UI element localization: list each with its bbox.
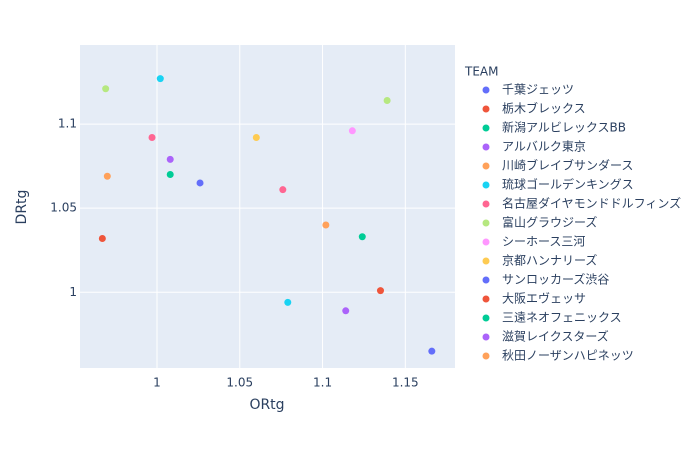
x-tick-label: 1.1 (313, 376, 332, 390)
points (98, 75, 436, 355)
legend-marker (482, 219, 490, 227)
legend-marker (482, 314, 490, 322)
legend-title: TEAM (464, 65, 498, 79)
legend-label: 川崎ブレイブサンダース (502, 158, 633, 173)
legend-marker (482, 295, 490, 303)
legend-label: 琉球ゴールデンキングス (502, 177, 634, 192)
point (156, 75, 164, 83)
plot-background (80, 45, 455, 368)
legend-marker (482, 105, 490, 113)
legend-label: 千葉ジェッツ (502, 83, 574, 97)
point (348, 127, 356, 135)
legend-marker (482, 181, 490, 189)
point (358, 233, 366, 241)
legend-marker (482, 124, 490, 132)
legend-marker (482, 238, 490, 246)
legend-label: 富山グラウジーズ (502, 215, 597, 230)
legend-label: 滋賀レイクスターズ (502, 329, 609, 344)
legend-label: 名古屋ダイヤモンドドルフィンズ (502, 196, 681, 211)
legend-label: 京都ハンナリーズ (502, 253, 597, 268)
point (322, 221, 330, 229)
legend-label: アルバルク東京 (502, 140, 586, 154)
point (383, 97, 391, 105)
point (103, 172, 111, 180)
legend-label: シーホース三河 (502, 235, 585, 249)
legend-label: サンロッカーズ渋谷 (502, 272, 609, 287)
point (376, 287, 384, 295)
point (166, 171, 174, 179)
point (342, 307, 350, 315)
point (279, 186, 287, 194)
grid (80, 45, 455, 368)
legend-marker (482, 86, 490, 94)
legend-label: 大阪エヴェッサ (502, 291, 586, 306)
legend-marker (482, 257, 490, 265)
x-tick-label: 1.15 (392, 376, 419, 390)
point (148, 134, 156, 142)
y-axis-title: DRtg (14, 190, 30, 225)
point (196, 179, 204, 187)
legend-marker (482, 276, 490, 284)
y-tick-label: 1.1 (58, 117, 77, 131)
legend-label: 新潟アルビレックスBB (502, 120, 626, 135)
legend-label: 秋田ノーザンハピネッツ (502, 349, 634, 363)
point (252, 134, 260, 142)
x-tick-label: 1.05 (226, 376, 253, 390)
legend-label: 栃木ブレックス (502, 101, 586, 116)
y-tick-label: 1.05 (50, 201, 77, 215)
point (284, 298, 292, 306)
point (102, 85, 110, 93)
y-tick-label: 1 (69, 285, 77, 299)
x-axis-title: ORtg (249, 397, 284, 413)
point (98, 234, 106, 242)
point (428, 347, 436, 355)
legend-marker (482, 200, 490, 208)
x-tick-label: 1 (153, 376, 161, 390)
legend-marker (482, 352, 490, 360)
legend-label: 三遠ネオフェニックス (502, 311, 622, 325)
point (166, 155, 174, 163)
legend-marker (482, 162, 490, 170)
legend-marker (482, 333, 490, 341)
legend-marker (482, 143, 490, 151)
labels: ORtg DRtg TEAM 1 1.05 1.1 1.15 1 1.05 1.1 (14, 65, 498, 414)
